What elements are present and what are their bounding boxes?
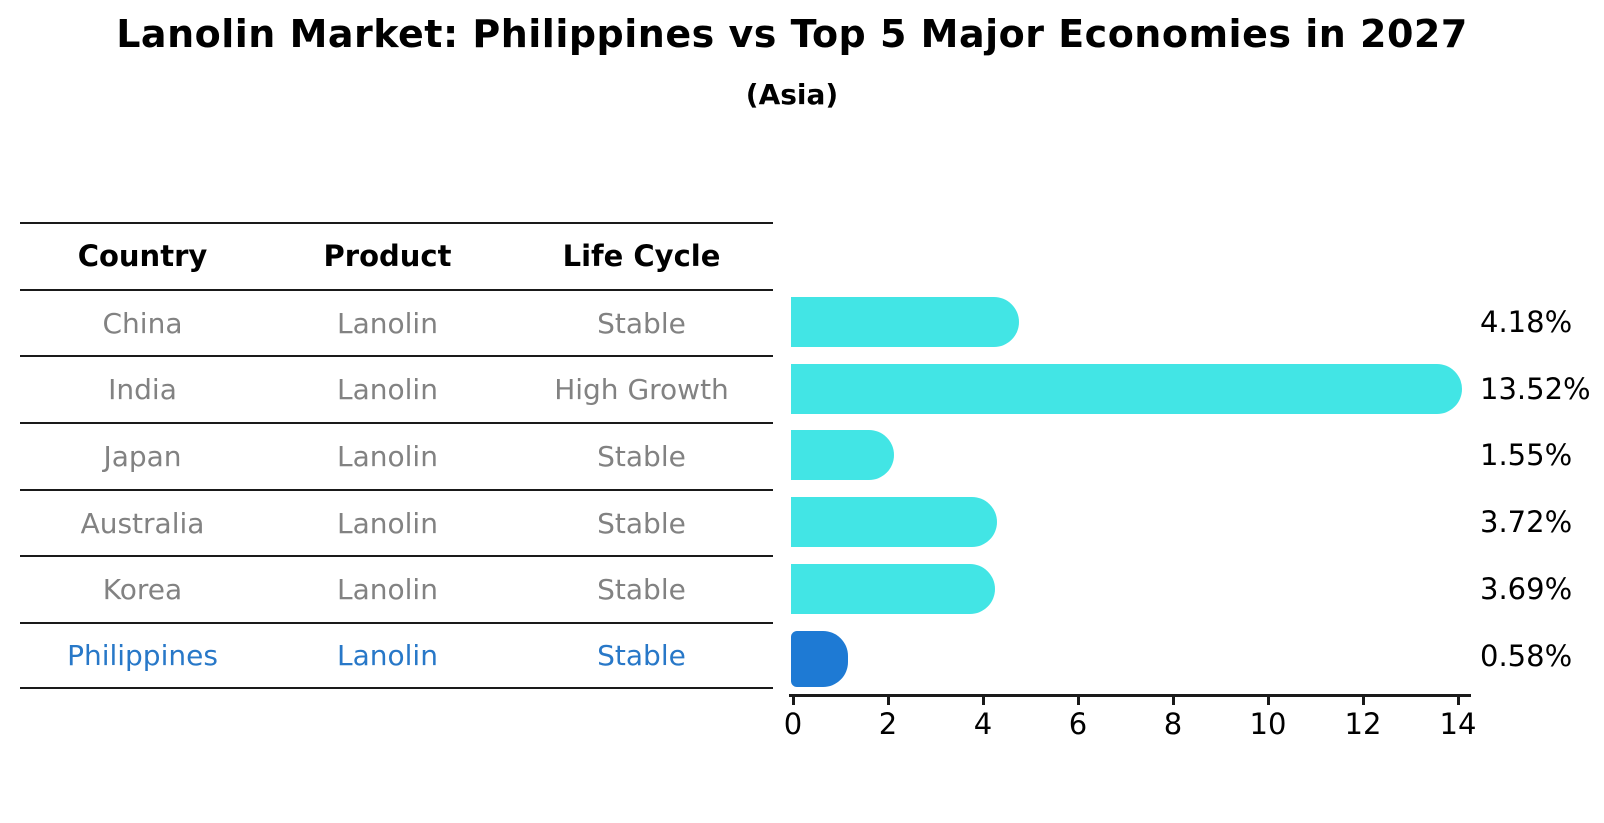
bar-india <box>791 363 1463 414</box>
bar-china <box>791 297 1019 348</box>
cell-life-cycle: Stable <box>597 439 686 473</box>
comparison-table: Country Product Life Cycle China Lanolin S… <box>20 222 773 689</box>
cell-country: India <box>108 373 177 407</box>
cell-country: Australia <box>80 506 205 540</box>
x-tick-label: 14 <box>1439 707 1477 741</box>
cell-life-cycle: High Growth <box>554 373 729 407</box>
value-label-china: 4.18% <box>1480 305 1573 340</box>
table-row: India Lanolin High Growth <box>20 355 773 422</box>
x-tick <box>981 697 985 705</box>
chart-title: Lanolin Market: Philippines vs Top 5 Maj… <box>116 12 1468 56</box>
table-row: Philippines Lanolin Stable <box>20 622 773 689</box>
x-tick <box>791 697 795 705</box>
column-header-country: Country <box>77 239 208 274</box>
value-label-australia: 3.72% <box>1480 505 1573 540</box>
table-row: Japan Lanolin Stable <box>20 422 773 489</box>
x-axis-line <box>789 694 1471 697</box>
bar-korea <box>791 563 996 614</box>
x-tick <box>1076 697 1080 705</box>
x-tick-label: 8 <box>1163 707 1183 741</box>
x-tick <box>1171 697 1175 705</box>
x-tick <box>1456 697 1460 705</box>
x-tick-label: 6 <box>1068 707 1088 741</box>
table-row: Australia Lanolin Stable <box>20 488 773 556</box>
bar-philippines <box>791 630 848 687</box>
value-label-japan: 1.55% <box>1480 438 1573 473</box>
cell-life-cycle: Stable <box>597 638 686 672</box>
x-tick-label: 2 <box>878 707 898 741</box>
value-label-india: 13.52% <box>1480 371 1591 406</box>
cell-product: Lanolin <box>337 306 438 340</box>
column-header-life-cycle: Life Cycle <box>562 239 721 274</box>
cell-product: Lanolin <box>337 373 438 407</box>
cell-life-cycle: Stable <box>597 306 686 340</box>
value-label-korea: 3.69% <box>1480 571 1573 606</box>
cell-life-cycle: Stable <box>597 573 686 607</box>
cell-country: Philippines <box>67 638 218 672</box>
x-tick <box>886 697 890 705</box>
cell-product: Lanolin <box>337 638 438 672</box>
x-tick <box>1266 697 1270 705</box>
bar-japan <box>791 430 894 481</box>
table-header-row: Country Product Life Cycle <box>20 222 773 289</box>
column-header-product: Product <box>323 239 452 274</box>
bar-australia <box>791 497 997 548</box>
chart-subtitle: (Asia) <box>745 78 839 111</box>
cell-country: Japan <box>103 439 182 473</box>
x-tick <box>1361 697 1365 705</box>
cell-country: China <box>102 306 183 340</box>
cell-product: Lanolin <box>337 573 438 607</box>
cell-product: Lanolin <box>337 506 438 540</box>
x-tick-label: 12 <box>1344 707 1382 741</box>
x-tick-label: 0 <box>783 707 803 741</box>
value-label-philippines: 0.58% <box>1480 638 1573 673</box>
cell-country: Korea <box>102 573 183 607</box>
table-row: China Lanolin Stable <box>20 288 773 356</box>
cell-product: Lanolin <box>337 439 438 473</box>
x-tick-label: 4 <box>973 707 993 741</box>
x-tick-label: 10 <box>1249 707 1287 741</box>
table-row: Korea Lanolin Stable <box>20 555 773 622</box>
cell-life-cycle: Stable <box>597 506 686 540</box>
